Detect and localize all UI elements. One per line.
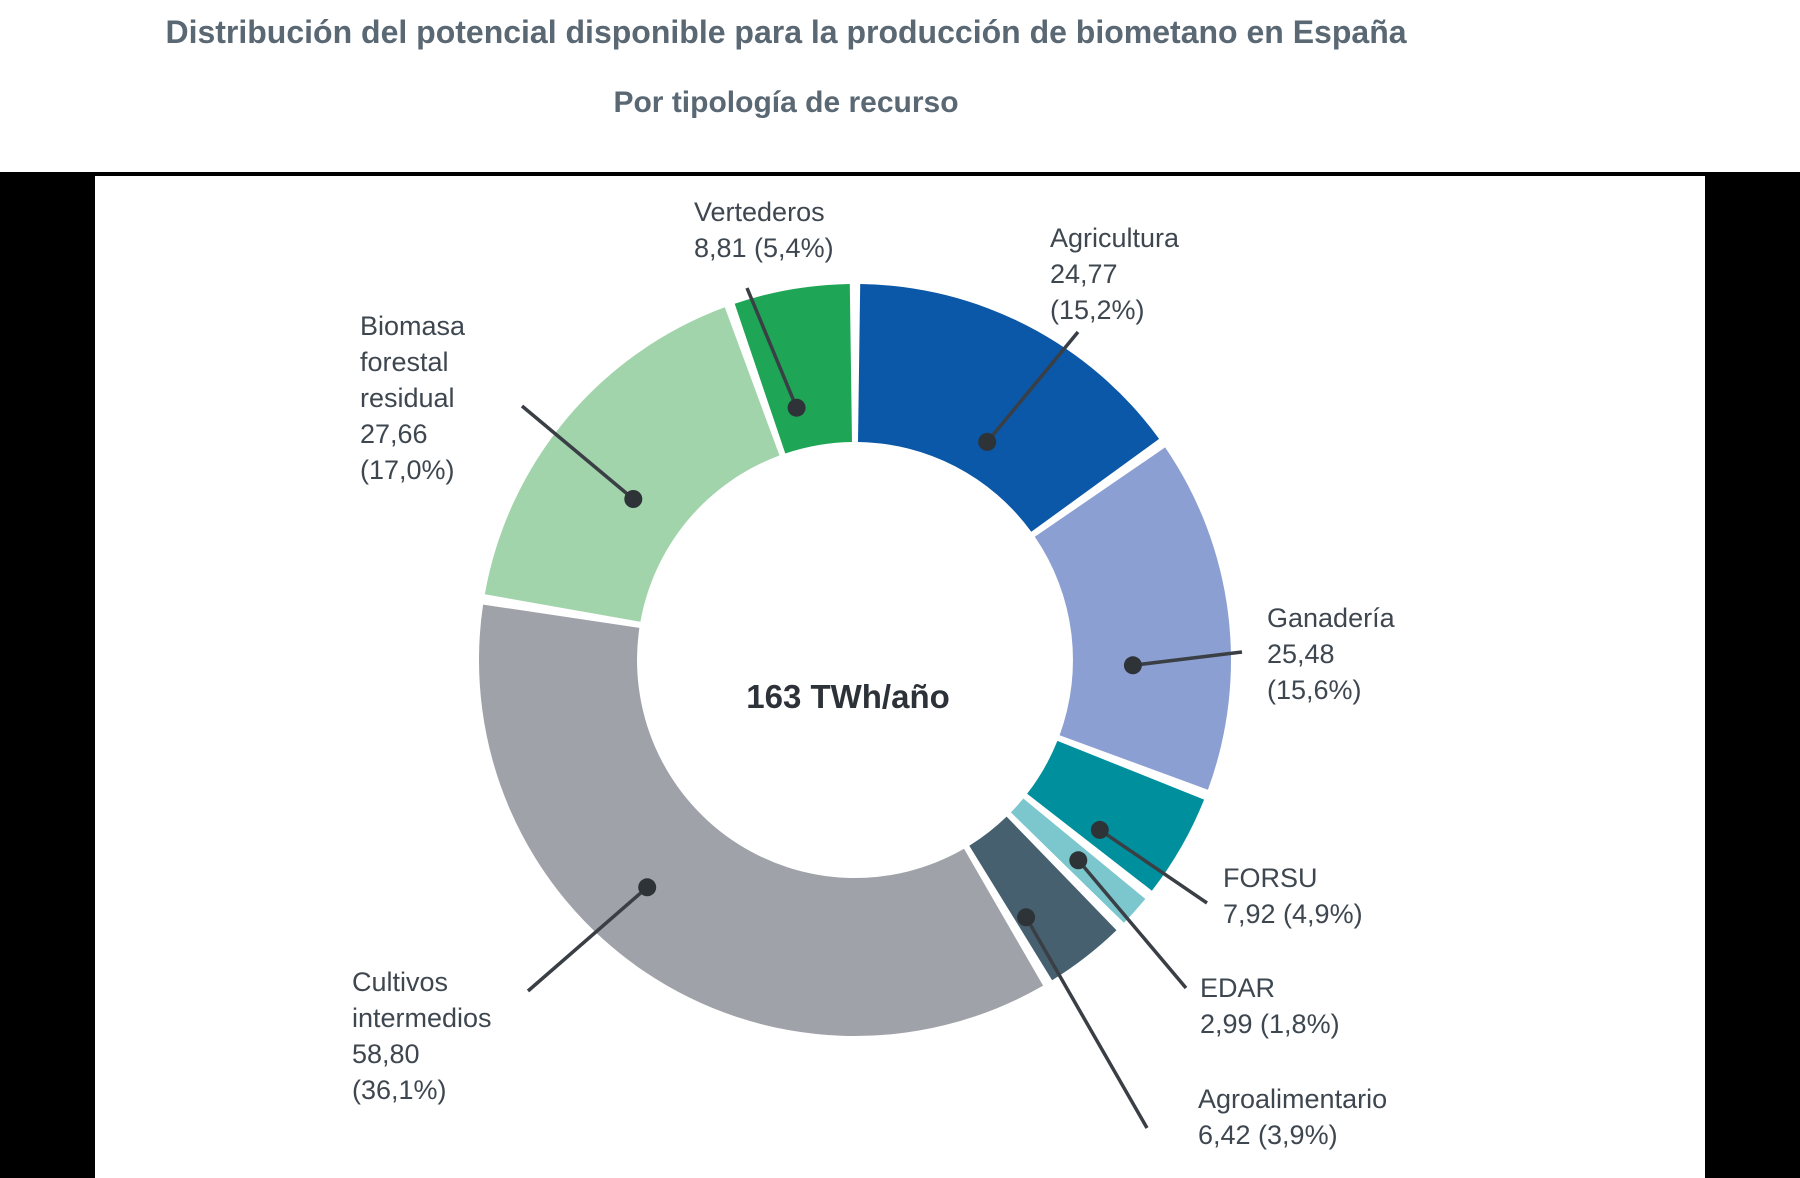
label-edar: EDAR 2,99 (1,8%)	[1200, 970, 1340, 1042]
label-line: EDAR	[1200, 973, 1276, 1003]
leader-line-agroalimentario	[1024, 916, 1149, 1129]
label-line: Agricultura	[1050, 223, 1180, 253]
label-line: intermedios	[352, 1003, 492, 1033]
donut-segment-ganaderia	[1034, 447, 1232, 790]
leader-line-biomasa	[520, 404, 635, 501]
label-line: 8,81 (5,4%)	[694, 233, 834, 263]
label-line: 6,42 (3,9%)	[1198, 1120, 1338, 1150]
leader-dot-ganaderia	[1123, 656, 1142, 675]
label-line: Ganadería	[1267, 603, 1395, 633]
donut-center-label: 163 TWh/año	[746, 678, 950, 715]
leader-lines	[520, 287, 1243, 1129]
label-line: (15,6%)	[1267, 675, 1362, 705]
leader-line-vertederos	[745, 287, 799, 409]
label-line: FORSU	[1223, 863, 1318, 893]
leader-line-ganaderia	[1132, 650, 1243, 668]
leader-dot-biomasa	[624, 490, 643, 508]
label-line: 2,99 (1,8%)	[1200, 1009, 1340, 1039]
leader-dot-agroalimentario	[1017, 908, 1036, 927]
leader-dot-cultivos	[638, 878, 657, 897]
label-line: 58,80	[352, 1039, 420, 1069]
label-line: (15,2%)	[1050, 295, 1145, 325]
leader-dot-forsu	[1090, 820, 1109, 839]
label-agricultura: Agricultura 24,77 (15,2%)	[1050, 220, 1179, 328]
donut-segment-biomasa	[484, 307, 780, 622]
donut-segment-agroalimentario	[969, 816, 1117, 981]
label-line: (36,1%)	[352, 1075, 447, 1105]
label-line: 7,92 (4,9%)	[1223, 899, 1363, 929]
label-line: forestal	[360, 347, 449, 377]
leader-line-edar	[1076, 859, 1188, 990]
label-line: 27,66	[360, 419, 428, 449]
donut-segments	[478, 284, 1232, 1037]
label-line: Vertederos	[694, 197, 825, 227]
label-agroalimentario: Agroalimentario 6,42 (3,9%)	[1198, 1081, 1387, 1153]
donut-segment-forsu	[1027, 740, 1205, 891]
page-title: Distribución del potencial disponible pa…	[0, 14, 1572, 51]
label-line: Biomasa	[360, 311, 466, 341]
label-line: 25,48	[1267, 639, 1335, 669]
leader-dot-agricultura	[978, 432, 997, 451]
leader-line-cultivos	[526, 885, 649, 993]
label-cultivos-intermedios: Cultivos intermedios 58,80 (36,1%)	[352, 964, 492, 1108]
donut-segment-agricultura	[858, 284, 1160, 532]
label-vertederos: Vertederos 8,81 (5,4%)	[694, 194, 834, 266]
leader-line-agricultura	[985, 330, 1080, 444]
label-line: residual	[360, 383, 455, 413]
label-line: Cultivos	[352, 967, 449, 997]
donut-segment-cultivos	[478, 604, 1044, 1037]
leader-line-forsu	[1098, 828, 1208, 905]
label-line: Agroalimentario	[1198, 1084, 1388, 1114]
leader-dot-vertederos	[787, 398, 806, 417]
label-ganaderia: Ganadería 25,48 (15,6%)	[1267, 600, 1395, 708]
label-line: 24,77	[1050, 259, 1118, 289]
label-biomasa-forestal-residual: Biomasa forestal residual 27,66 (17,0%)	[360, 308, 465, 488]
label-line: (17,0%)	[360, 455, 455, 485]
chart-title-text: Distribución del potencial disponible pa…	[165, 14, 1407, 50]
chart-subtitle-text: Por tipología de recurso	[613, 86, 959, 119]
label-forsu: FORSU 7,92 (4,9%)	[1223, 860, 1363, 932]
page-subtitle: Por tipología de recurso	[0, 86, 1572, 120]
leader-dot-edar	[1069, 851, 1088, 870]
